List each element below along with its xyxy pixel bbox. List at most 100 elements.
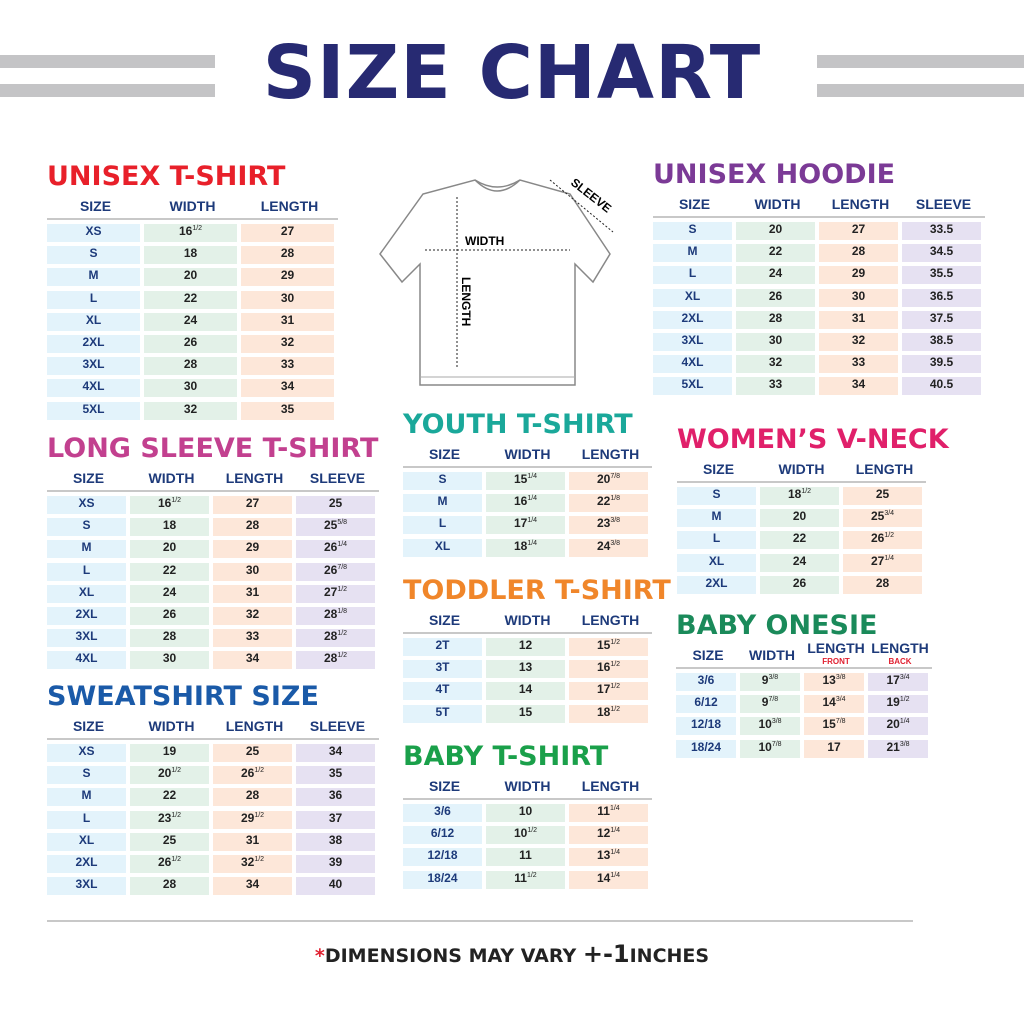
asterisk: * (314, 945, 325, 967)
table-cell: 291/2 (213, 810, 292, 829)
table-cell: 30 (819, 288, 898, 307)
table-row: L 24 29 35.5 (653, 266, 985, 285)
table-cell: 28 (130, 877, 209, 896)
table-toddler-tshirt: TODDLER T-SHIRT SIZE WIDTH LENGTH 2T 12 151/2 3… (403, 574, 671, 727)
table-row: 3XL 30 32 38.5 (653, 332, 985, 351)
table-cell: 201/4 (868, 717, 928, 736)
table-row: 3XL 28 34 40 (47, 877, 379, 896)
table-cell: 2T (403, 638, 482, 656)
table-cell: L (47, 810, 126, 829)
table-row: 5XL 33 34 40.5 (653, 377, 985, 396)
table-cell: 4XL (47, 379, 140, 398)
table-cell: 201/2 (130, 766, 209, 785)
table-cell: 34 (819, 377, 898, 396)
unit: INCHES (629, 945, 710, 967)
table-row: 3XL 28 33 281/2 (47, 629, 379, 648)
table-cell: 6/12 (676, 695, 736, 714)
table-header: SIZE WIDTH LENGTH SLEEVE (47, 466, 379, 492)
table-cell: 27 (241, 224, 334, 242)
table-cell: 24 (760, 553, 839, 572)
table-row: XL 24 271/4 (677, 553, 949, 572)
column-header-label: WIDTH (504, 611, 551, 628)
table-row: M 161/4 221/8 (403, 494, 652, 513)
table-cell: 31 (213, 832, 292, 851)
table-cell: 36.5 (902, 288, 981, 307)
table-cell: 20 (760, 509, 839, 528)
table-cell: 31 (213, 584, 292, 603)
table-cell: XL (403, 538, 482, 557)
table-unisex-tshirt: UNISEX T-SHIRT SIZE WIDTH LENGTH XS 161/2 27 S 1… (47, 160, 338, 424)
table-cell: 243/8 (569, 538, 648, 557)
table-row: L 231/2 291/2 37 (47, 810, 379, 829)
table-unisex-hoodie: UNISEX HOODIE SIZE WIDTH LENGTH SLEEVE S 20 27 3… (653, 158, 985, 400)
table-cell: 25 (130, 832, 209, 851)
column-header-label: LENGTH (581, 445, 640, 462)
column-header: WIDTH (130, 471, 213, 485)
table-cell: 30 (213, 562, 292, 581)
column-header-sub: BACK (888, 657, 912, 666)
table-cell: L (47, 290, 140, 309)
table-cell: 213/8 (868, 739, 928, 758)
table-row: 2XL 26 32 281/8 (47, 606, 379, 625)
table-cell: 35.5 (902, 266, 981, 285)
table-cell: 24 (144, 312, 237, 331)
column-header-label: LENGTH (807, 640, 865, 656)
table-cell: 33 (241, 357, 334, 376)
column-header-label: SIZE (79, 197, 112, 214)
table-cell: M (47, 540, 126, 559)
table-cell: 40.5 (902, 377, 981, 396)
footer-note: *DIMENSIONS MAY VARY +-1INCHES (0, 940, 1024, 968)
table-cell: 20 (736, 222, 815, 240)
table-cell: 161/4 (486, 494, 565, 513)
table-title: BABY ONESIE (676, 610, 878, 641)
table-youth-tshirt: YOUTH T-SHIRT SIZE WIDTH LENGTH S 151/4 207/8 M… (403, 408, 652, 561)
table-cell: 321/2 (213, 854, 292, 873)
table-cell: S (653, 222, 732, 240)
table-cell: 38.5 (902, 332, 981, 351)
table-cell: 133/8 (804, 673, 864, 691)
table-cell: 34.5 (902, 244, 981, 263)
column-header: LENGTH (213, 719, 296, 733)
table-row: XL 25 31 38 (47, 832, 379, 851)
table-row: L 171/4 233/8 (403, 516, 652, 535)
table-cell: S (47, 518, 126, 537)
table-cell: 281/8 (296, 606, 375, 625)
table-cell: 20 (144, 268, 237, 287)
column-header-label: SIZE (428, 445, 461, 462)
table-cell: 26 (760, 575, 839, 594)
column-header: SLEEVE (902, 197, 985, 211)
table-cell: XL (47, 832, 126, 851)
table-cell: 35 (241, 401, 334, 420)
table-cell: 161/2 (569, 660, 648, 679)
table-cell: 3/6 (403, 804, 482, 822)
table-title: BABY T-SHIRT (403, 741, 609, 772)
table-row: XL 181/4 243/8 (403, 538, 652, 557)
column-header-label: SLEEVE (309, 717, 366, 734)
column-header: LENGTH (569, 445, 652, 462)
table-cell: 181/4 (486, 538, 565, 557)
table-row: XL 24 31 (47, 312, 338, 331)
table-cell: 6/12 (403, 826, 482, 845)
page-title: SIZE CHART (262, 30, 762, 116)
table-header: SIZE WIDTH LENGTH FRONT LENGTH BACK (676, 640, 932, 669)
table-cell: S (403, 472, 482, 490)
table-cell: 3XL (653, 332, 732, 351)
table-cell: 35 (296, 766, 375, 785)
table-cell: L (403, 516, 482, 535)
table-cell: 2XL (47, 854, 126, 873)
table-cell: 261/2 (843, 531, 922, 550)
column-header-label: WIDTH (169, 197, 216, 214)
table-row: 2T 12 151/2 (403, 638, 671, 656)
table-cell: 25 (843, 487, 922, 505)
table-title: TODDLER T-SHIRT (403, 575, 671, 606)
column-header: SIZE (403, 445, 486, 462)
column-header: SIZE (676, 648, 740, 662)
column-header: WIDTH (486, 447, 569, 461)
table-cell: 171/4 (486, 516, 565, 535)
table-cell: 255/8 (296, 518, 375, 537)
table-cell: 22 (760, 531, 839, 550)
table-cell: 26 (144, 334, 237, 353)
table-row: M 20 29 (47, 268, 338, 287)
column-header: SLEEVE (296, 471, 379, 485)
column-header: LENGTH (569, 779, 652, 793)
